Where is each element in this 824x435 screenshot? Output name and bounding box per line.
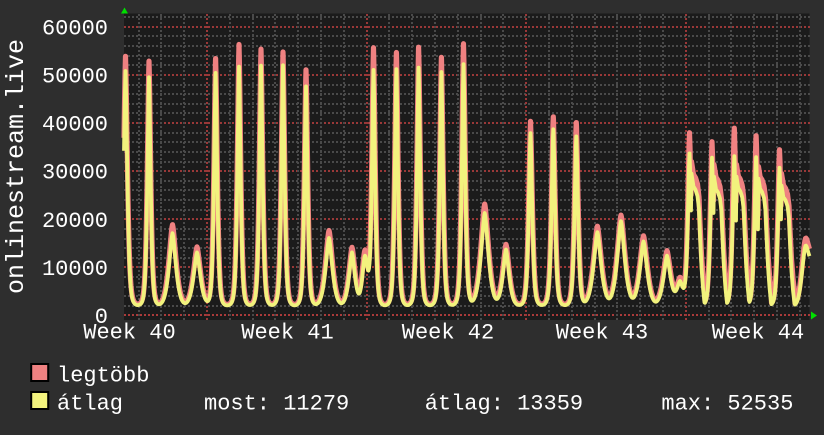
- svg-text:0: 0: [95, 305, 108, 330]
- svg-text:10000: 10000: [42, 257, 108, 282]
- svg-text:Week 43: Week 43: [556, 321, 648, 346]
- svg-text:most: 11279: most: 11279: [204, 392, 349, 417]
- svg-text:Week 44: Week 44: [712, 321, 804, 346]
- svg-text:40000: 40000: [42, 113, 108, 138]
- svg-text:átlag: 13359: átlag: 13359: [425, 392, 583, 417]
- svg-text:Week 41: Week 41: [241, 321, 333, 346]
- svg-text:Week 42: Week 42: [402, 321, 494, 346]
- svg-text:onlinestream.live: onlinestream.live: [2, 39, 31, 294]
- svg-text:max: 52535: max: 52535: [661, 392, 793, 417]
- svg-text:30000: 30000: [42, 161, 108, 186]
- svg-text:legtöbb: legtöbb: [57, 364, 149, 389]
- svg-text:20000: 20000: [42, 209, 108, 234]
- svg-text:60000: 60000: [42, 16, 108, 41]
- svg-text:átlag: átlag: [57, 392, 123, 417]
- svg-text:50000: 50000: [42, 65, 108, 90]
- svg-text:Week 40: Week 40: [83, 321, 175, 346]
